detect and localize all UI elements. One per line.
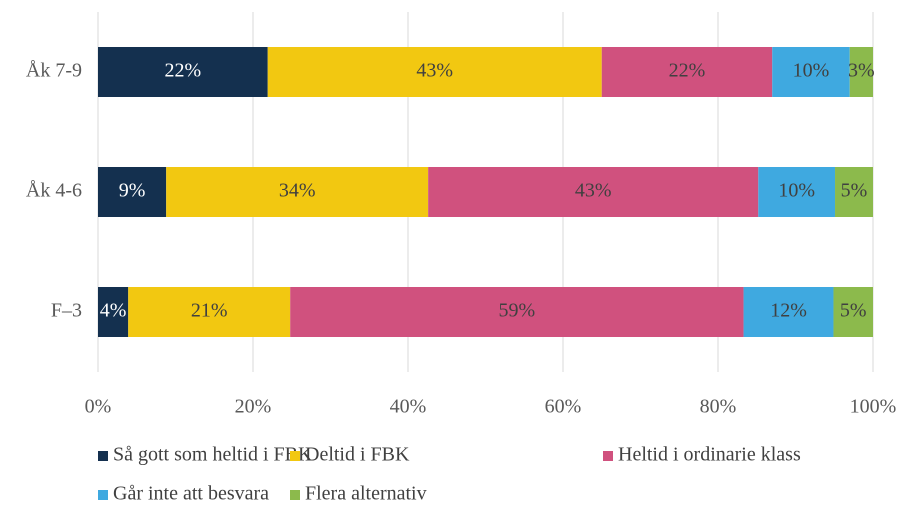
- legend-swatch: [98, 451, 108, 461]
- bar-segment: [601, 47, 773, 97]
- bar-segment: [849, 47, 873, 97]
- y-tick-label: F–3: [51, 300, 82, 322]
- bar-segment: [835, 167, 873, 217]
- bar-segment: [98, 47, 268, 97]
- legend-label: Går inte att besvara: [113, 483, 269, 505]
- bar-segment: [166, 167, 429, 217]
- data-label: 9%: [119, 180, 146, 202]
- data-label: 3%: [848, 60, 875, 82]
- x-tick-label: 40%: [390, 396, 427, 418]
- data-label: 10%: [793, 60, 830, 82]
- bar-segment: [267, 47, 602, 97]
- legend-label: Heltid i ordinarie klass: [618, 444, 801, 466]
- bar-segment: [128, 287, 291, 337]
- y-tick-label: Åk 7-9: [26, 60, 82, 82]
- data-label: 43%: [416, 60, 453, 82]
- x-tick-label: 100%: [850, 396, 897, 418]
- legend-label: Flera alternativ: [305, 483, 427, 505]
- data-label: 34%: [279, 180, 316, 202]
- legend-label: Deltid i FBK: [305, 444, 410, 466]
- bar-segment: [758, 167, 836, 217]
- legend-swatch: [98, 490, 108, 500]
- bar-segment: [290, 287, 744, 337]
- x-tick-label: 60%: [545, 396, 582, 418]
- x-tick-label: 80%: [700, 396, 737, 418]
- legend-swatch: [290, 490, 300, 500]
- legend-swatch: [290, 451, 300, 461]
- bar-segment: [428, 167, 759, 217]
- data-label: 12%: [770, 300, 807, 322]
- data-label: 10%: [778, 180, 815, 202]
- data-label: 59%: [499, 300, 536, 322]
- bar-segment: [833, 287, 873, 337]
- data-label: 21%: [191, 300, 228, 322]
- bar-segment: [743, 287, 834, 337]
- data-label: 4%: [100, 300, 127, 322]
- data-label: 5%: [841, 180, 868, 202]
- x-tick-label: 0%: [85, 396, 112, 418]
- bar-segment: [772, 47, 850, 97]
- x-tick-label: 20%: [235, 396, 272, 418]
- data-label: 43%: [575, 180, 612, 202]
- data-label: 5%: [840, 300, 867, 322]
- legend-swatch: [603, 451, 613, 461]
- y-tick-label: Åk 4-6: [26, 180, 82, 202]
- data-label: 22%: [165, 60, 202, 82]
- bar-segment: [98, 167, 167, 217]
- bar-segment: [98, 287, 129, 337]
- data-label: 22%: [669, 60, 706, 82]
- legend-label: Så gott som heltid i FBK: [113, 444, 313, 466]
